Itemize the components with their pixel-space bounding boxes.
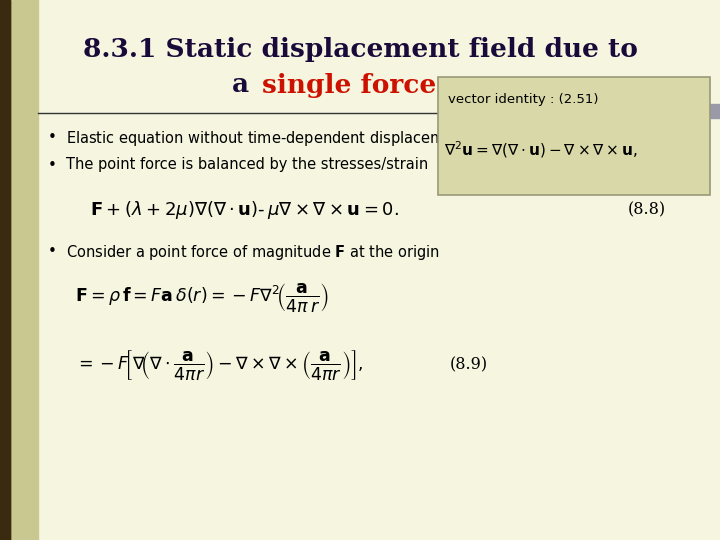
Text: a: a (232, 72, 258, 98)
Text: The point force is balanced by the stresses/strain: The point force is balanced by the stres… (66, 158, 428, 172)
Bar (438, 77, 710, 195)
Text: •: • (48, 245, 57, 260)
Text: •: • (48, 158, 57, 172)
Text: 8.3.1 Static displacement field due to: 8.3.1 Static displacement field due to (83, 37, 637, 63)
Bar (0, 0, 10, 540)
Text: (8.8): (8.8) (628, 201, 666, 219)
Text: (8.9): (8.9) (450, 356, 488, 374)
Text: $\mathbf{F}+(\lambda+2\mu)\nabla(\nabla\cdot\mathbf{u})\text{-}\,\mu\nabla\times: $\mathbf{F}+(\lambda+2\mu)\nabla(\nabla\… (90, 199, 399, 221)
Text: vector identity : (2.51): vector identity : (2.51) (448, 93, 598, 106)
Text: $\nabla^2\mathbf{u}=\nabla(\nabla\cdot\mathbf{u})-\nabla\times\nabla\times\mathb: $\nabla^2\mathbf{u}=\nabla(\nabla\cdot\m… (444, 140, 638, 160)
Text: •: • (48, 131, 57, 145)
Text: single force: single force (262, 72, 436, 98)
Text: Consider a point force of magnitude $\mathit{\mathbf{F}}$ at the origin: Consider a point force of magnitude $\ma… (66, 242, 440, 261)
Bar (0, 0, 38, 540)
Text: $=-F\!\left[\nabla\!\left(\nabla\cdot\dfrac{\mathbf{a}}{4\pi r}\right)-\nabla\ti: $=-F\!\left[\nabla\!\left(\nabla\cdot\df… (75, 348, 364, 382)
Text: $\mathbf{F}=\rho\,\mathbf{f}=F\mathbf{a}\,\delta(r)=-F\nabla^2\!\left(\dfrac{\ma: $\mathbf{F}=\rho\,\mathbf{f}=F\mathbf{a}… (75, 281, 329, 314)
Text: Elastic equation without time-dependent displacement term ($\mathit{u}_{tt}$=0): Elastic equation without time-dependent … (66, 129, 564, 147)
Bar (0, 0, 10, 540)
Bar (628, 104, 720, 118)
